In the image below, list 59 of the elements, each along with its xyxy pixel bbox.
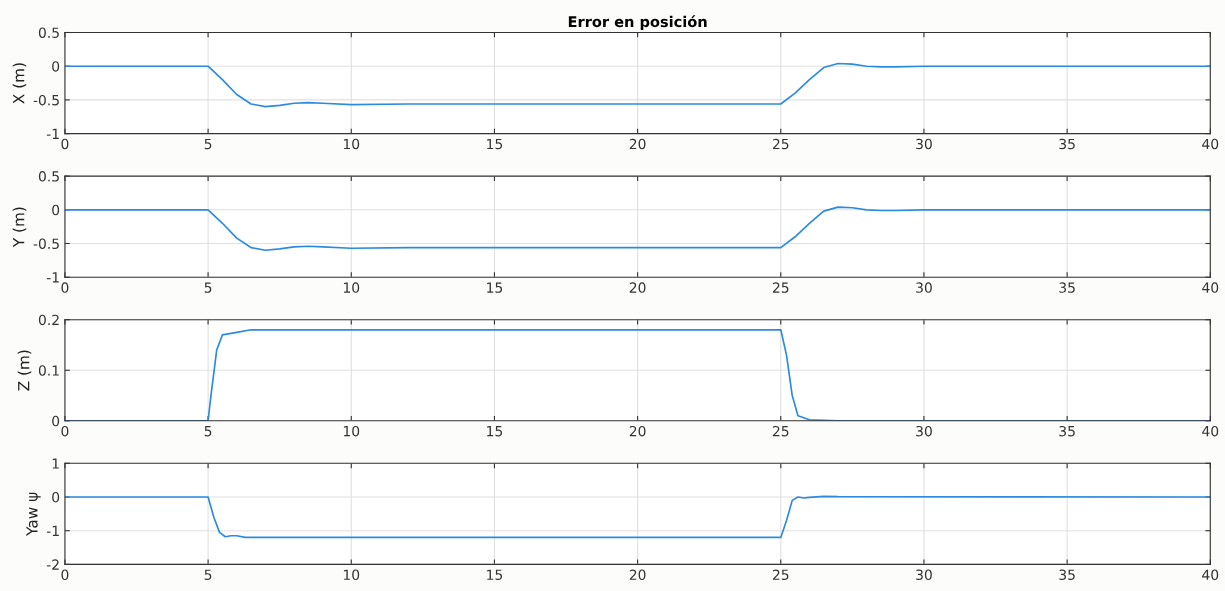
x-tick-label: 15 — [487, 569, 503, 581]
x-tick-label: 10 — [343, 138, 360, 150]
x-tick-label: 15 — [487, 138, 503, 150]
y-tick-label: -0.5 — [33, 94, 59, 106]
x-tick-label: 25 — [772, 425, 789, 437]
line-series — [64, 206, 1211, 252]
x-tick-label: 5 — [204, 282, 212, 293]
x-tick-label: 30 — [916, 138, 932, 150]
x-tick-label: 10 — [343, 569, 360, 581]
x-tick-label: 20 — [629, 282, 646, 293]
y-tick-label: 1 — [52, 458, 59, 469]
x-tick-label: 15 — [487, 282, 503, 293]
x-tick-label: 10 — [343, 425, 360, 437]
y-tick-label: -0.5 — [33, 238, 59, 249]
x-tick-label: 35 — [1059, 569, 1075, 581]
y-tick-label: -1 — [46, 128, 59, 139]
y-tick-label: -2 — [46, 559, 59, 570]
x-tick-label: 5 — [204, 426, 212, 437]
x-tick-label: 0 — [61, 569, 69, 581]
y-tick-label: 0 — [52, 491, 60, 503]
x-tick-label: 40 — [1202, 282, 1219, 293]
y-tick-label: -1 — [46, 272, 59, 283]
x-tick-label: 35 — [1059, 282, 1075, 293]
x-tick-label: 40 — [1202, 569, 1219, 581]
x-tick-label: 25 — [772, 282, 789, 293]
x-tick-label: 5 — [204, 138, 212, 150]
line-series — [64, 495, 1211, 539]
x-tick-label: 10 — [343, 282, 360, 293]
y-tick-label: 0 — [52, 204, 60, 216]
x-tick-label: 30 — [916, 569, 932, 581]
y-tick-label: 0 — [52, 415, 60, 427]
x-tick-label: 0 — [61, 282, 69, 293]
x-tick-label: 20 — [629, 569, 646, 581]
y-tick-label: 0 — [52, 61, 60, 72]
x-tick-label: 20 — [629, 138, 646, 150]
y-tick-label: 0.2 — [38, 314, 59, 326]
x-tick-label: 20 — [629, 425, 646, 437]
x-tick-label: 0 — [61, 138, 69, 150]
y-tick-label: 0.5 — [38, 27, 59, 38]
chart-title: Error en posición — [568, 15, 707, 30]
line-series — [64, 62, 1211, 108]
x-tick-label: 35 — [1059, 138, 1075, 150]
x-tick-label: 40 — [1202, 425, 1219, 437]
x-tick-label: 5 — [204, 569, 212, 581]
y-tick-label: -1 — [46, 525, 59, 536]
y-tick-label: 0.5 — [38, 171, 59, 182]
y-axis-title: X (m) — [12, 63, 27, 104]
x-tick-label: 30 — [916, 282, 932, 293]
x-tick-label: 40 — [1202, 138, 1219, 150]
y-axis-title: Yaw ψ — [26, 492, 41, 536]
x-tick-label: 25 — [772, 569, 789, 581]
y-axis-title: Y (m) — [12, 207, 27, 248]
y-tick-label: 0.1 — [38, 365, 59, 376]
y-axis-title: Z (m) — [17, 350, 32, 391]
x-tick-label: 30 — [916, 425, 932, 437]
x-tick-label: 0 — [61, 425, 69, 437]
x-tick-label: 35 — [1059, 425, 1075, 437]
x-tick-label: 15 — [487, 426, 503, 437]
x-tick-label: 25 — [772, 138, 789, 150]
